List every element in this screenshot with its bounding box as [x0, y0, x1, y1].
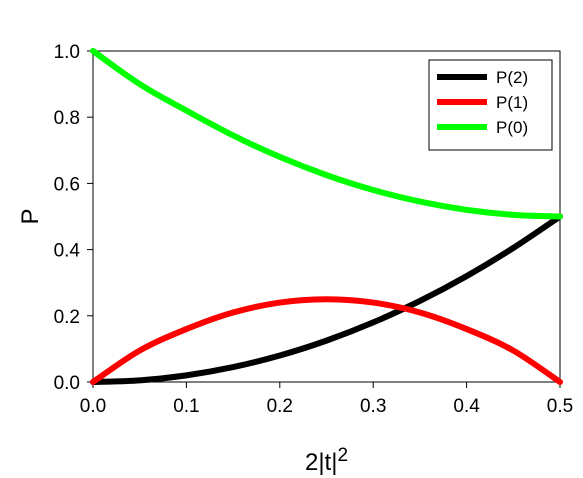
x-axis-title-main: 2|t| [305, 449, 337, 476]
x-tick-label: 0.1 [173, 396, 199, 417]
x-tick-label: 0.5 [547, 396, 573, 417]
y-axis-title: P [17, 208, 44, 224]
y-tick-label: 0.6 [54, 174, 80, 195]
legend-label-p1: P(1) [496, 93, 528, 112]
series-line-p0 [90, 48, 563, 220]
x-tick-label: 0.2 [267, 396, 293, 417]
x-tick-label: 0.4 [453, 396, 480, 417]
series-line-p1 [90, 296, 563, 385]
y-tick-label: 0.2 [54, 307, 80, 328]
y-axis: 0.0 0.2 0.4 0.6 0.8 1.0 [54, 42, 93, 394]
legend: P(2) P(1) P(0) [428, 59, 553, 151]
x-axis-title: 2|t|2 [305, 445, 348, 476]
x-axis-title-superscript: 2 [337, 445, 348, 466]
legend-label-p2: P(2) [496, 68, 528, 87]
x-tick-label: 0.3 [360, 396, 386, 417]
x-tick-label: 0.0 [80, 396, 106, 417]
y-tick-label: 0.4 [54, 241, 81, 262]
series-layer [90, 48, 563, 385]
y-tick-label: 1.0 [54, 42, 80, 63]
y-tick-label: 0.8 [54, 108, 80, 129]
legend-label-p0: P(0) [496, 118, 528, 137]
y-tick-label: 0.0 [54, 373, 80, 394]
series-line-p2 [90, 213, 563, 385]
x-axis: 0.0 0.1 0.2 0.3 0.4 0.5 [80, 382, 573, 417]
